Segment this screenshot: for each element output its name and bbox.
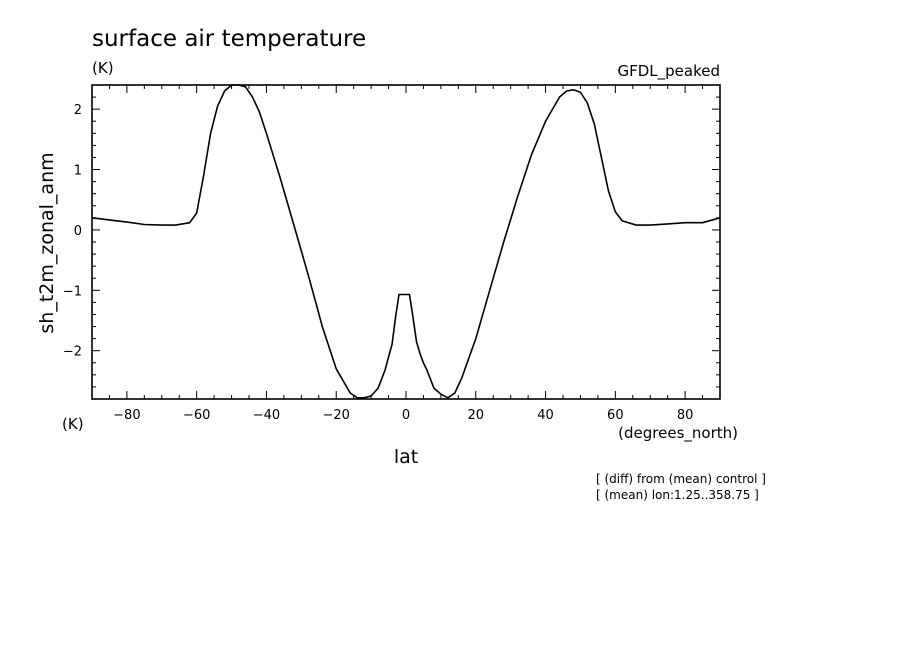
note-mean: [ (mean) lon:1.25..358.75 ] (596, 488, 759, 502)
x-tick-label: 0 (402, 408, 410, 423)
chart-title: surface air temperature (92, 26, 366, 52)
x-tick-label: 20 (468, 408, 485, 423)
series-group (91, 84, 721, 399)
x-units-label: (degrees_north) (618, 424, 738, 443)
x-tick-label: 80 (677, 408, 694, 423)
x-tick-label: 60 (607, 408, 624, 423)
x-tick-label: −40 (253, 408, 280, 423)
x-tick-label: −20 (323, 408, 350, 423)
series-line (91, 84, 721, 399)
y-tick-label: −2 (63, 345, 82, 360)
y-tick-label: −1 (63, 284, 82, 299)
title-units-label: (K) (92, 59, 114, 77)
model-label: GFDL_peaked (617, 62, 720, 81)
y-units-label: (K) (62, 415, 84, 433)
y-tick-label: 1 (74, 164, 82, 179)
y-tick-label: 0 (74, 224, 82, 239)
x-tick-label: −80 (113, 408, 140, 423)
x-tick-label: 40 (537, 408, 554, 423)
x-tick-label: −60 (183, 408, 210, 423)
y-axis-ticks: −2 −1 0 1 2 (63, 84, 720, 388)
note-diff: [ (diff) from (mean) control ] (596, 472, 766, 486)
y-tick-label: 2 (74, 103, 82, 118)
x-axis-ticks: −80 −60 −40 −20 0 20 40 60 80 (108, 85, 704, 423)
y-axis-label: sh_t2m_zonal_anm (36, 152, 58, 333)
x-axis-label: lat (394, 446, 418, 468)
plot-frame (91, 84, 721, 400)
